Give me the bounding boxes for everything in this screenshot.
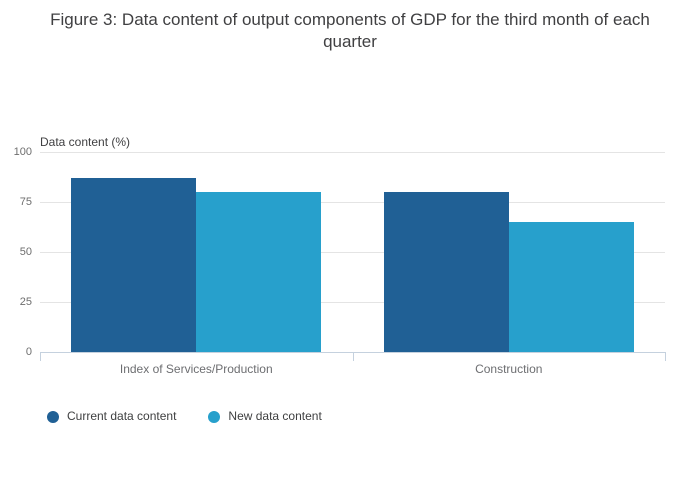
x-axis-tick-0	[40, 352, 41, 361]
y-axis-title: Data content (%)	[40, 135, 131, 149]
category-label-2: Construction	[475, 362, 543, 376]
category-label-1: Index of Services/Production	[119, 362, 273, 376]
legend-marker-icon	[47, 410, 59, 423]
gridline-100	[40, 152, 665, 153]
bar-current-2[interactable]	[383, 192, 509, 352]
y-tick-label-50: 50	[19, 246, 32, 258]
legend-label: Current data content	[67, 409, 177, 423]
bar-current-1[interactable]	[71, 178, 197, 352]
y-tick-label-75: 75	[19, 196, 32, 208]
y-tick-label-100: 100	[13, 146, 32, 158]
x-axis-tick-2	[665, 352, 666, 361]
legend-item-new-data-content[interactable]: New data content	[208, 409, 322, 424]
gridline-75	[40, 202, 665, 203]
gridline-25	[40, 302, 665, 303]
chart-title: Figure 3: Data content of output compone…	[50, 10, 650, 51]
bar-new-2[interactable]	[508, 222, 634, 352]
y-tick-label-0: 0	[25, 346, 32, 358]
plot-area	[40, 152, 666, 361]
bar-new-1[interactable]	[196, 192, 322, 352]
legend-item-current-data-content[interactable]: Current data content	[47, 409, 176, 424]
legend-marker-icon	[208, 410, 221, 423]
y-tick-label-25: 25	[19, 296, 32, 308]
legend-label: New data content	[228, 409, 322, 423]
x-axis-tick-1	[352, 352, 354, 361]
legend: Current data content New data content	[47, 409, 322, 424]
gridline-50	[40, 252, 665, 253]
